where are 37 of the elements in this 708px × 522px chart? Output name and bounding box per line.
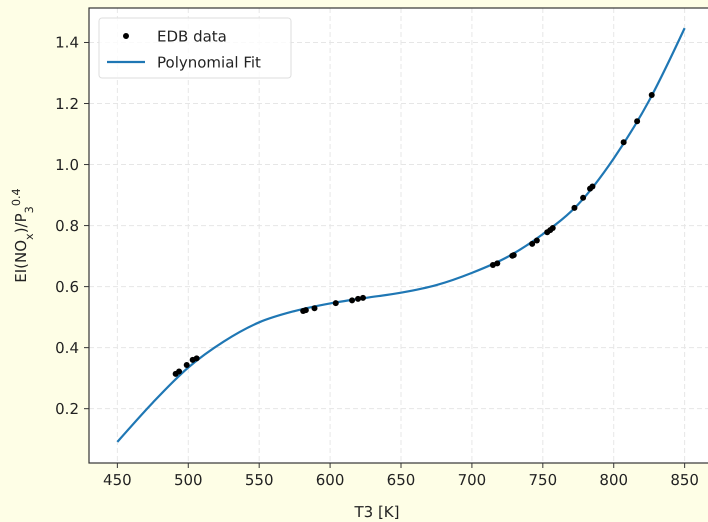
point [620,139,627,146]
point [349,297,356,304]
point [311,305,318,312]
x-tick-label: 800 [599,471,628,489]
x-tick-label: 600 [316,471,344,489]
point [184,362,190,368]
y-tick-label: 1.4 [55,34,79,52]
point [634,118,640,124]
y-tick-label: 0.4 [55,338,79,357]
point [648,92,655,98]
x-tick-label: 750 [528,471,558,489]
x-tick-label: 700 [458,471,486,489]
x-tick-label: 850 [670,471,699,489]
x-tick-label: 500 [174,471,203,489]
x-tick-label: 650 [386,471,416,489]
y-tick-label: 1.2 [55,94,79,113]
y-tick-label: 0.6 [55,278,79,296]
point [529,240,536,247]
point [176,368,182,374]
y-tick-label: 0.2 [55,400,79,418]
point [360,294,366,301]
point [494,260,500,266]
x-tick-label: 450 [103,471,132,489]
y-tick-label: 0.8 [55,216,79,235]
legend-label: Polynomial Fit [157,53,262,72]
point [534,238,540,244]
point [571,204,578,211]
legend-label: EDB data [157,27,227,46]
line-series [116,27,686,444]
point [355,296,362,302]
point [194,355,200,362]
point [580,194,586,201]
x-tick-label: 550 [244,471,274,489]
y-tick-label: 1.0 [55,156,79,174]
point [550,225,556,232]
x-axis-title: T3 [K] [353,503,400,521]
point [332,300,339,306]
